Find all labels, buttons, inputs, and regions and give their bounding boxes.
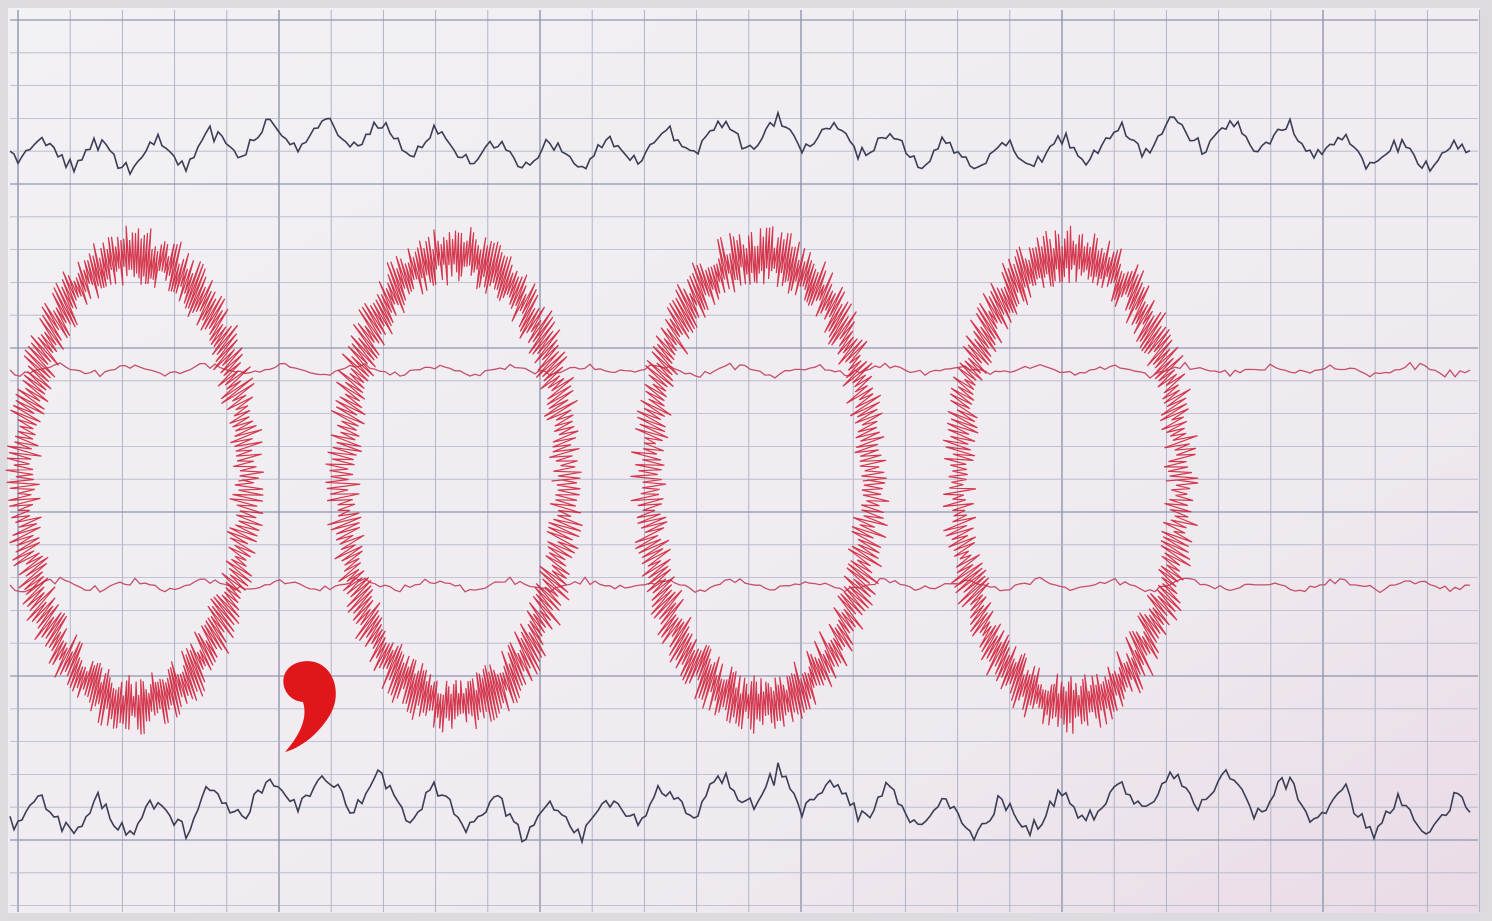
red-baseline xyxy=(9,576,1471,594)
red-baseline xyxy=(9,361,1471,379)
red-oval-trace xyxy=(942,225,1199,734)
red-oval-trace xyxy=(325,227,583,733)
traces xyxy=(5,110,1471,845)
grid xyxy=(10,10,1481,912)
black-trace xyxy=(9,762,1471,845)
red-oval-trace xyxy=(5,225,264,735)
paper-sheet xyxy=(8,8,1480,913)
comma-mark xyxy=(283,661,336,752)
red-oval-trace xyxy=(630,226,890,734)
black-trace xyxy=(9,110,1471,177)
